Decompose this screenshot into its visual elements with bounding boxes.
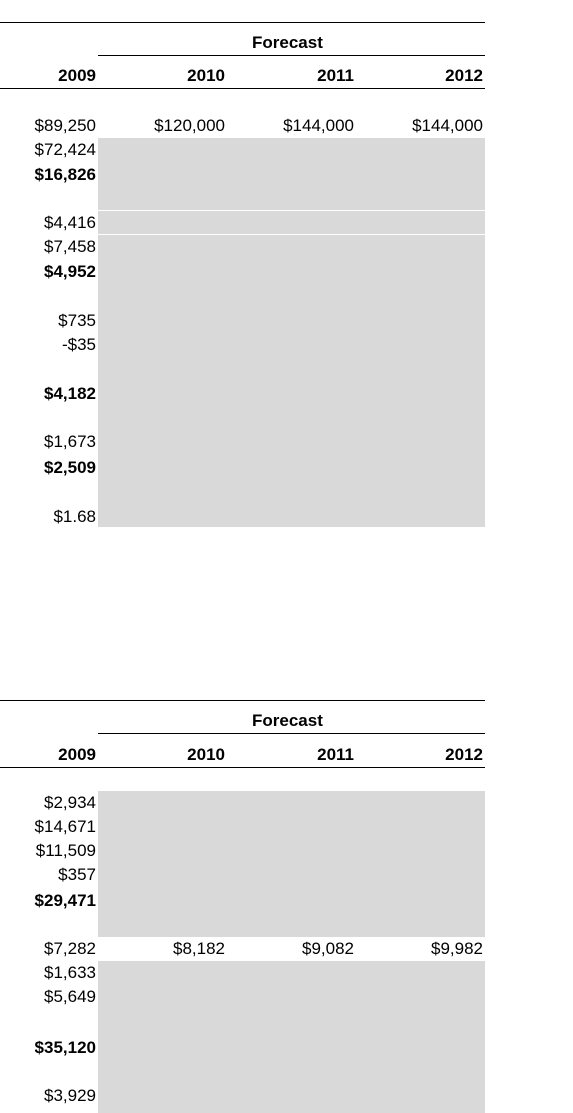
- table-cell: $4,416: [44, 213, 96, 232]
- table-cell: $357: [58, 865, 96, 884]
- table-cell: $144,000: [283, 116, 354, 135]
- table-cell: $4,182: [44, 384, 96, 403]
- table-cell: $11,509: [35, 841, 96, 860]
- table-cell: $144,000: [412, 116, 483, 135]
- year-header-2009: 2009: [58, 745, 96, 764]
- table-cell: $72,424: [34, 140, 96, 159]
- forecast-input-area[interactable]: [98, 791, 485, 937]
- table-cell: $29,471: [34, 891, 96, 910]
- table-cell: $2,509: [44, 458, 96, 477]
- table-cell: $16,826: [34, 165, 96, 184]
- forecast-input-area[interactable]: [98, 211, 485, 234]
- table-cell: $4,952: [44, 262, 96, 281]
- table-cell: $8,182: [173, 939, 225, 958]
- year-header-2011: 2011: [317, 66, 354, 85]
- header-bottom-rule: [0, 767, 485, 768]
- table-cell: $1.68: [53, 507, 96, 526]
- year-header-2011: 2011: [317, 745, 354, 764]
- forecast-header: Forecast: [252, 33, 323, 52]
- year-header-2012: 2012: [445, 745, 483, 764]
- year-header-2012: 2012: [445, 66, 483, 85]
- forecast-input-area[interactable]: [98, 235, 485, 527]
- table-cell: $5,649: [44, 987, 96, 1006]
- forecast-input-area[interactable]: [98, 961, 485, 1113]
- table-cell: $7,458: [44, 237, 96, 256]
- table-cell: $7,282: [44, 939, 96, 958]
- table-top-rule: [0, 22, 485, 23]
- table-cell: $9,982: [431, 939, 483, 958]
- table-cell: $120,000: [154, 116, 225, 135]
- year-header-2010: 2010: [187, 66, 225, 85]
- forecast-underline: [98, 733, 485, 734]
- year-header-2010: 2010: [187, 745, 225, 764]
- header-bottom-rule: [0, 88, 485, 89]
- table-cell: $35,120: [34, 1038, 96, 1057]
- forecast-input-area[interactable]: [98, 138, 485, 210]
- table-cell: $89,250: [34, 116, 96, 135]
- year-header-2009: 2009: [58, 66, 96, 85]
- table-cell: -$35: [61, 335, 96, 354]
- table-cell: $1,673: [44, 432, 96, 451]
- table-cell: $1,633: [44, 963, 96, 982]
- forecast-underline: [98, 55, 485, 56]
- table-cell: $9,082: [302, 939, 354, 958]
- table-cell: $14,671: [34, 817, 96, 836]
- table-cell: $2,934: [44, 793, 96, 812]
- forecast-header: Forecast: [252, 711, 323, 730]
- table-cell: $3,929: [44, 1086, 96, 1105]
- table-top-rule: [0, 700, 485, 701]
- table-cell: $735: [58, 311, 96, 330]
